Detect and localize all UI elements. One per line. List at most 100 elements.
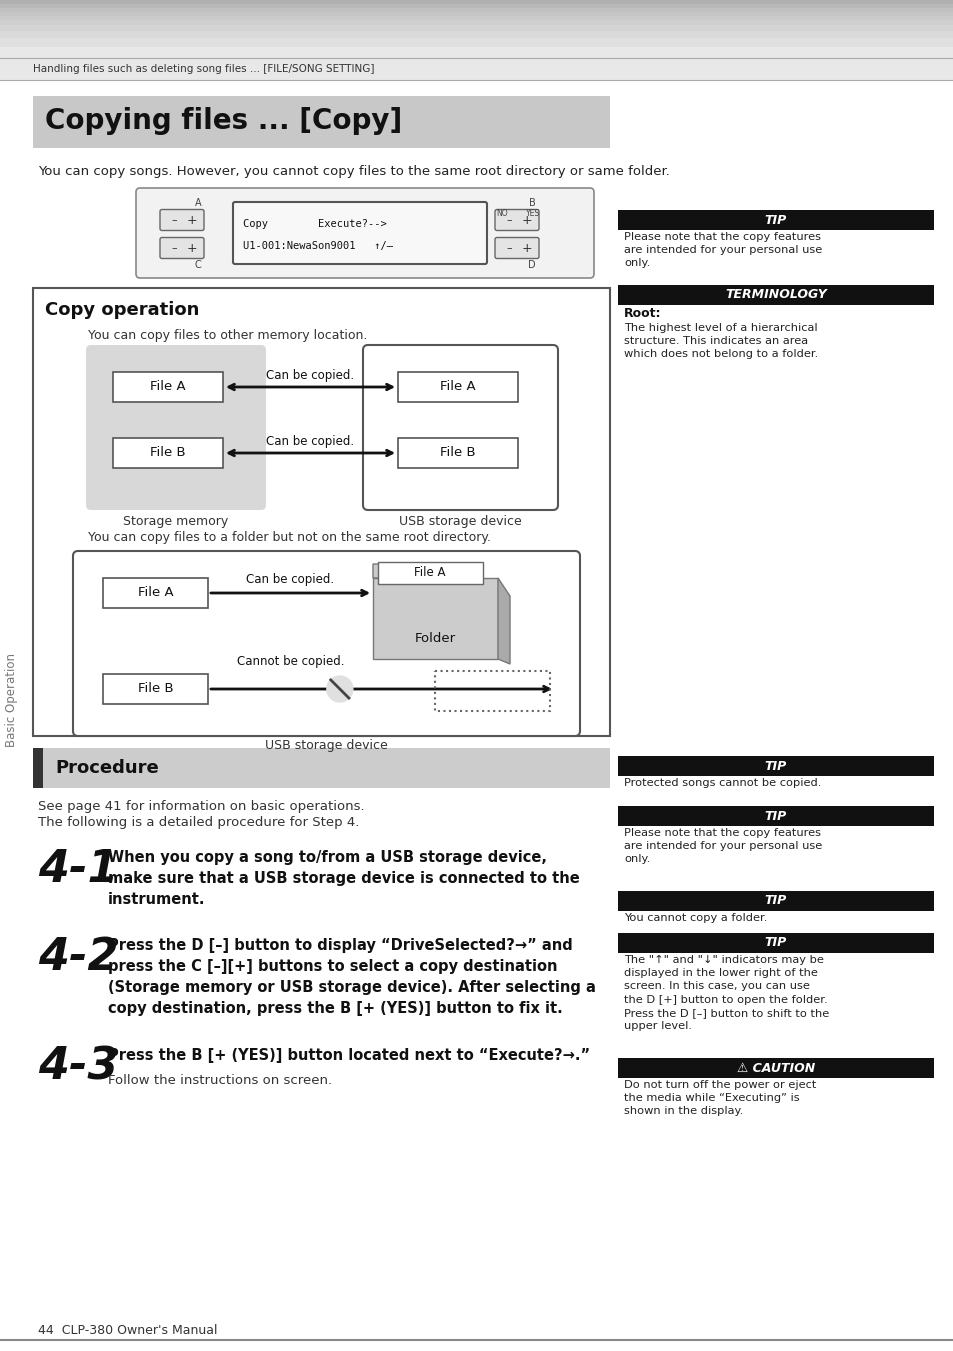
Text: YES: YES <box>525 209 539 219</box>
Circle shape <box>327 676 353 703</box>
Bar <box>33 96 609 149</box>
Text: TIP: TIP <box>764 759 786 773</box>
Bar <box>0 4 953 8</box>
Text: Procedure: Procedure <box>55 759 158 777</box>
FancyBboxPatch shape <box>495 209 538 231</box>
Bar <box>0 58 953 80</box>
Text: Press the D [–] button to display “DriveSelected?→” and
press the C [–][+] butto: Press the D [–] button to display “Drive… <box>108 938 596 1016</box>
Text: When you copy a song to/from a USB storage device,
make sure that a USB storage : When you copy a song to/from a USB stora… <box>108 850 579 907</box>
Bar <box>0 0 953 4</box>
Text: –: – <box>506 243 511 253</box>
FancyBboxPatch shape <box>86 345 266 509</box>
Text: You can copy songs. However, you cannot copy files to the same root directory or: You can copy songs. However, you cannot … <box>38 165 669 178</box>
Text: +: + <box>521 242 532 254</box>
Bar <box>0 38 953 47</box>
Text: The "↑" and "↓" indicators may be
displayed in the lower right of the
screen. In: The "↑" and "↓" indicators may be displa… <box>623 955 828 1031</box>
Bar <box>377 562 482 584</box>
Bar <box>618 807 933 825</box>
Bar <box>618 209 933 230</box>
FancyBboxPatch shape <box>33 288 609 736</box>
Text: You cannot copy a folder.: You cannot copy a folder. <box>623 913 766 923</box>
Bar <box>618 1058 933 1078</box>
Bar <box>0 26 953 31</box>
Text: USB storage device: USB storage device <box>265 739 388 753</box>
Text: +: + <box>521 213 532 227</box>
Text: +: + <box>187 242 197 254</box>
Bar <box>618 285 933 305</box>
Text: File B: File B <box>150 446 186 459</box>
Polygon shape <box>497 578 510 663</box>
Text: Protected songs cannot be copied.: Protected songs cannot be copied. <box>623 778 821 788</box>
Bar <box>0 16 953 20</box>
Text: File A: File A <box>150 381 186 393</box>
Text: NO: NO <box>496 209 507 219</box>
Text: Please note that the copy features
are intended for your personal use
only.: Please note that the copy features are i… <box>623 232 821 269</box>
Text: +: + <box>187 213 197 227</box>
Text: You can copy files to a folder but not on the same root directory.: You can copy files to a folder but not o… <box>88 531 491 544</box>
Text: USB storage device: USB storage device <box>398 515 521 527</box>
Text: Copy        Execute?-->: Copy Execute?--> <box>243 219 386 230</box>
FancyBboxPatch shape <box>136 188 594 278</box>
Text: Please note that the copy features
are intended for your personal use
only.: Please note that the copy features are i… <box>623 828 821 865</box>
Text: Folder: Folder <box>415 632 456 646</box>
Bar <box>373 578 497 659</box>
Text: Cannot be copied.: Cannot be copied. <box>236 655 344 669</box>
Text: Basic Operation: Basic Operation <box>6 653 18 747</box>
Text: Do not turn off the power or eject
the media while “Executing” is
shown in the d: Do not turn off the power or eject the m… <box>623 1079 816 1116</box>
Bar <box>618 757 933 775</box>
Text: B: B <box>528 199 535 208</box>
Bar <box>0 31 953 38</box>
FancyBboxPatch shape <box>160 209 204 231</box>
Text: TIP: TIP <box>764 936 786 950</box>
Text: Press the B [+ (YES)] button located next to “Execute?→.”: Press the B [+ (YES)] button located nex… <box>108 1048 590 1063</box>
Bar <box>112 438 223 467</box>
Text: Storage memory: Storage memory <box>123 515 229 527</box>
Bar <box>0 12 953 16</box>
Text: The highest level of a hierarchical
structure. This indicates an area
which does: The highest level of a hierarchical stru… <box>623 323 818 359</box>
Text: File A: File A <box>439 381 476 393</box>
Text: 44  CLP-380 Owner's Manual: 44 CLP-380 Owner's Manual <box>38 1324 217 1336</box>
Text: Follow the instructions on screen.: Follow the instructions on screen. <box>108 1074 332 1088</box>
Text: See page 41 for information on basic operations.: See page 41 for information on basic ope… <box>38 800 364 813</box>
Text: The following is a detailed procedure for Step 4.: The following is a detailed procedure fo… <box>38 816 359 830</box>
FancyBboxPatch shape <box>495 238 538 258</box>
Text: Root:: Root: <box>623 307 660 320</box>
Bar <box>618 892 933 911</box>
Bar <box>0 47 953 58</box>
Bar <box>618 934 933 952</box>
Text: You can copy files to other memory location.: You can copy files to other memory locat… <box>88 330 367 343</box>
Text: 4-1: 4-1 <box>38 848 118 892</box>
Text: A: A <box>194 199 201 208</box>
Bar <box>33 748 43 788</box>
Text: File B: File B <box>439 446 476 459</box>
Text: D: D <box>528 259 536 270</box>
Text: TIP: TIP <box>764 213 786 227</box>
Text: C: C <box>194 259 201 270</box>
Text: ⚠ CAUTION: ⚠ CAUTION <box>736 1062 814 1074</box>
Bar <box>397 372 517 403</box>
Bar <box>112 372 223 403</box>
Bar <box>435 671 550 711</box>
Text: TIP: TIP <box>764 894 786 908</box>
Text: Copy operation: Copy operation <box>45 301 199 319</box>
Text: 4-3: 4-3 <box>38 1046 118 1089</box>
FancyBboxPatch shape <box>73 551 579 736</box>
Bar <box>397 438 517 467</box>
Text: File A: File A <box>414 566 445 580</box>
Text: U1-001:NewaSon9001   ↑/–: U1-001:NewaSon9001 ↑/– <box>243 240 393 251</box>
Bar <box>0 8 953 12</box>
Bar <box>103 578 208 608</box>
Bar <box>33 748 609 788</box>
Text: TIP: TIP <box>764 809 786 823</box>
Text: TERMINOLOGY: TERMINOLOGY <box>724 289 826 301</box>
Text: Handling files such as deleting song files ... [FILE/SONG SETTING]: Handling files such as deleting song fil… <box>33 63 375 74</box>
FancyBboxPatch shape <box>233 203 486 263</box>
Text: 4-2: 4-2 <box>38 936 118 979</box>
FancyBboxPatch shape <box>363 345 558 509</box>
Text: File B: File B <box>137 682 173 696</box>
Bar <box>0 20 953 26</box>
Text: Can be copied.: Can be copied. <box>266 435 355 447</box>
Text: –: – <box>171 215 176 226</box>
Bar <box>103 674 208 704</box>
Text: –: – <box>171 243 176 253</box>
